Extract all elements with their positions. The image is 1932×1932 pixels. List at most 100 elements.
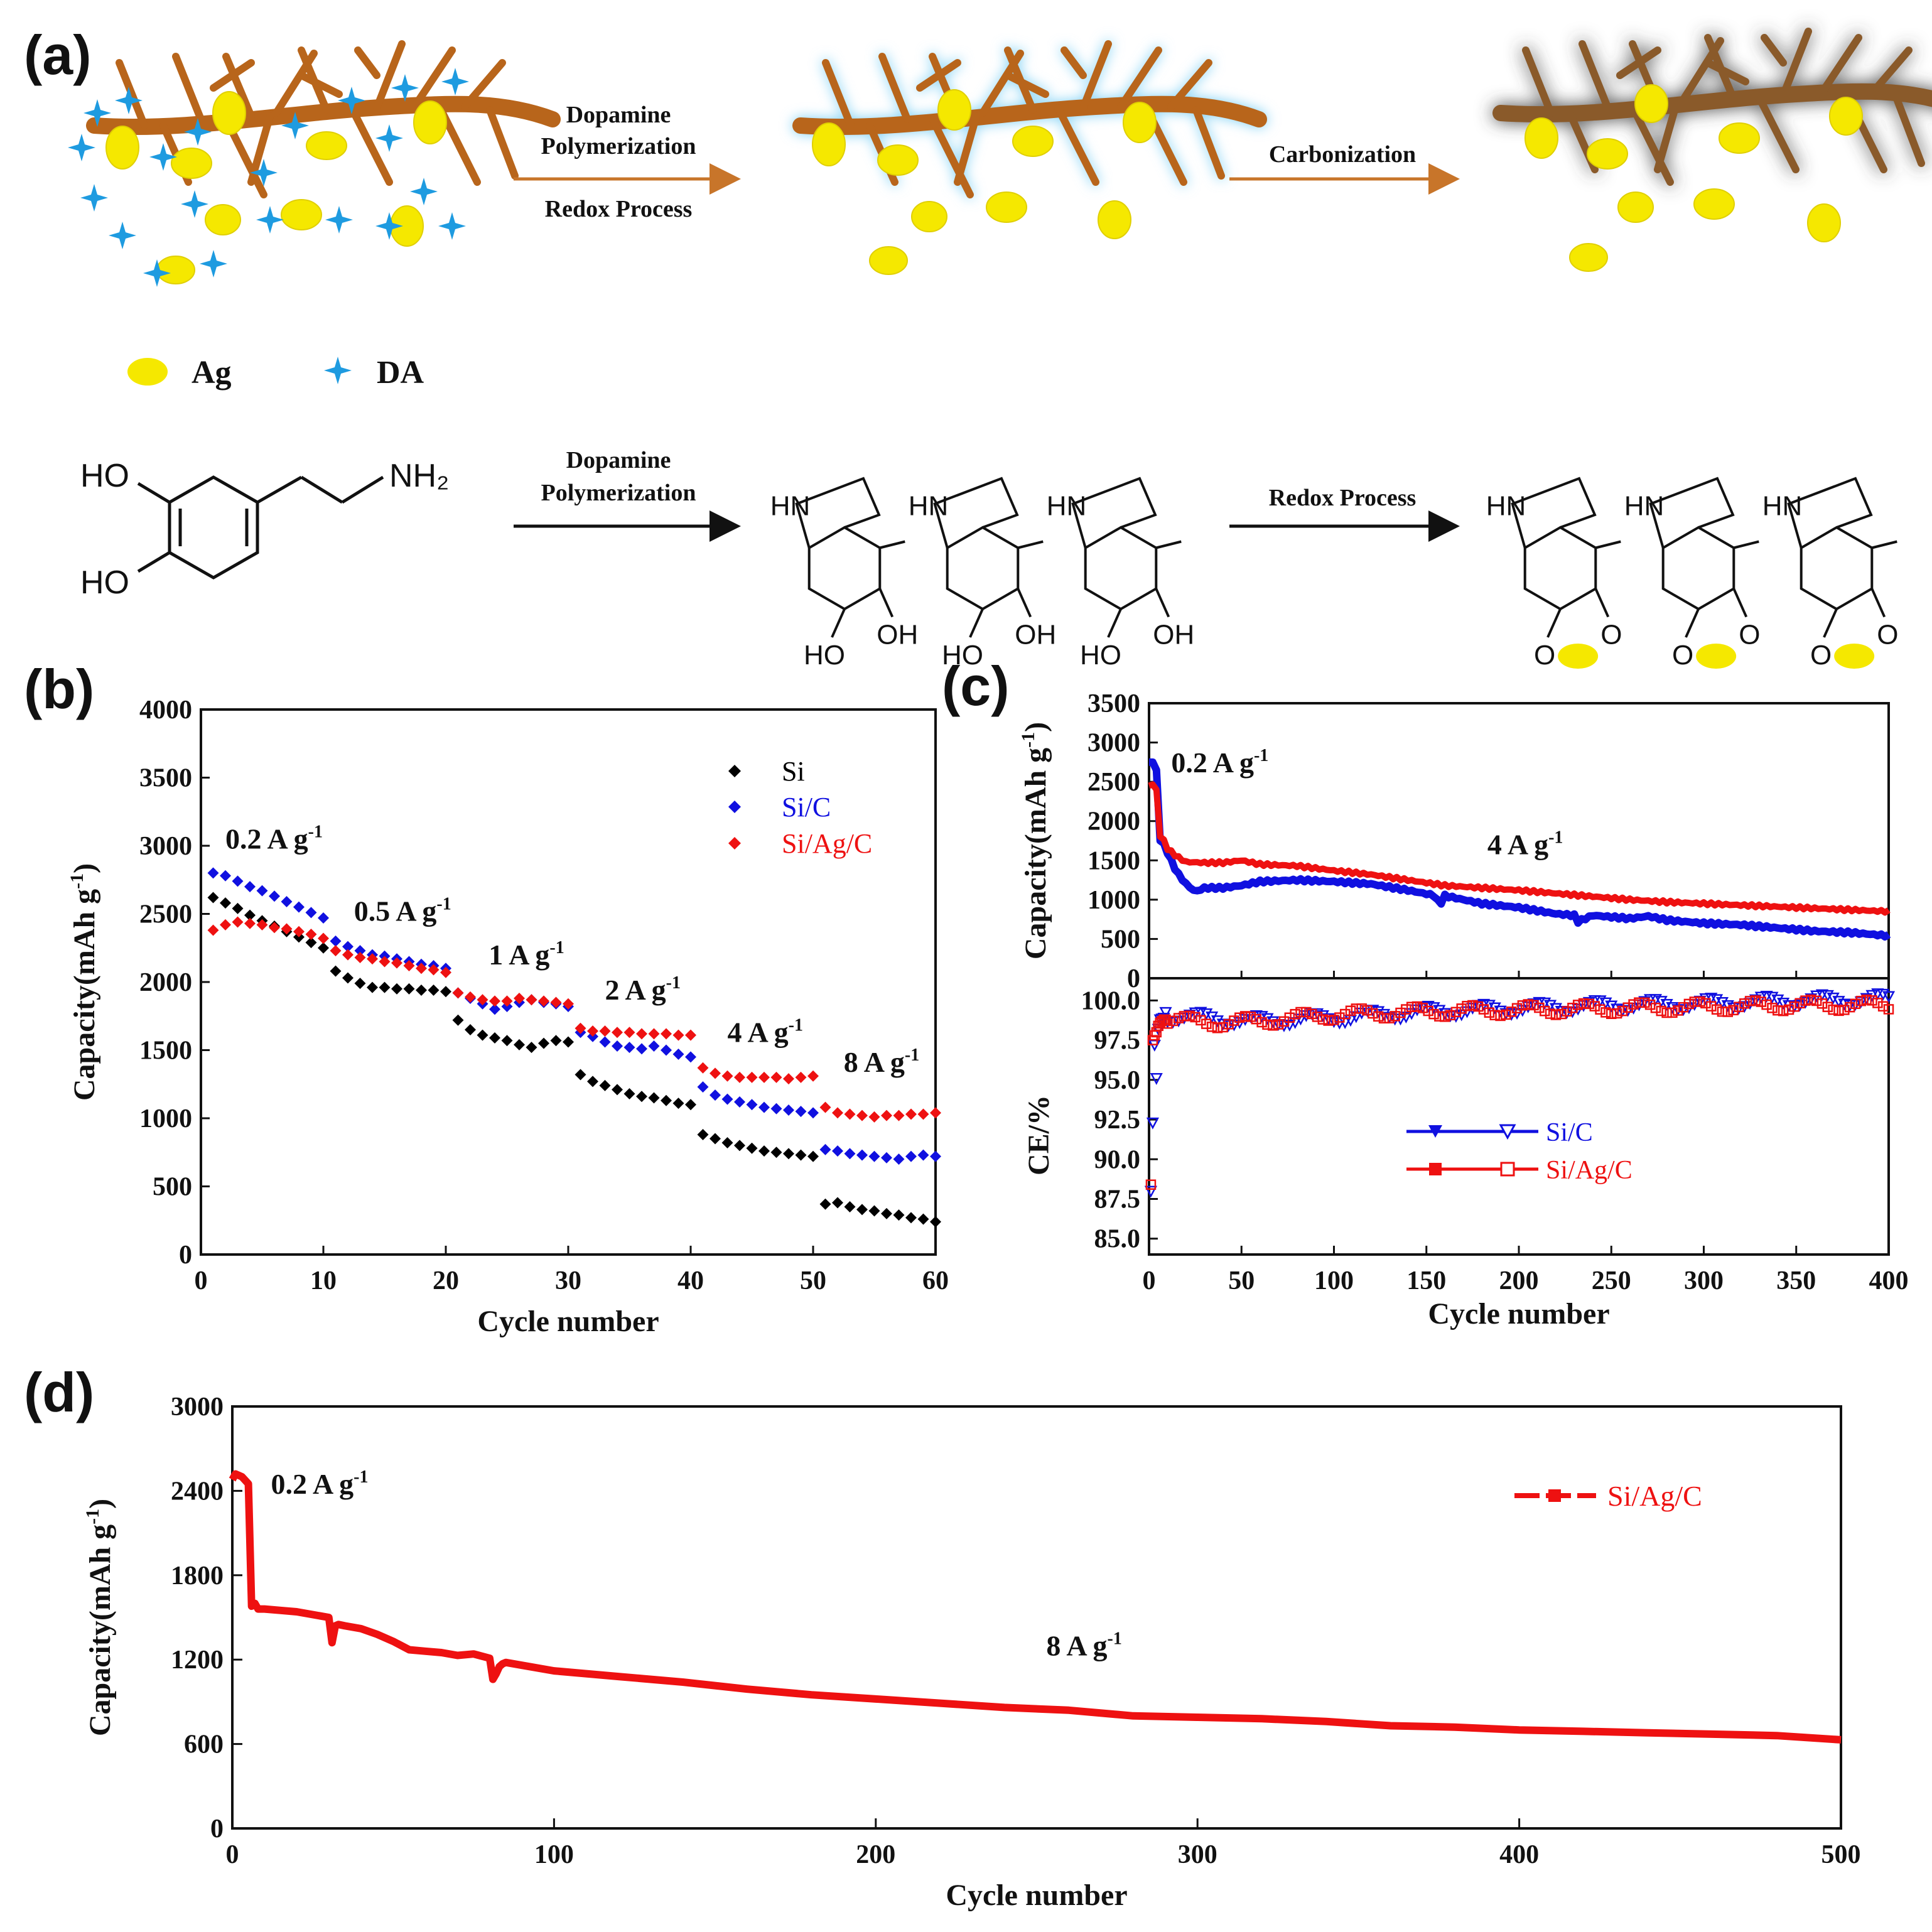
b-point-Si/Ag/C: [440, 966, 451, 978]
b-point-Si/Ag/C: [930, 1107, 941, 1119]
cb-legend-filled-Si/Ag/C: [1429, 1163, 1442, 1175]
cb-point-Si/C: [1150, 1073, 1163, 1085]
cb-point-Si/C: [1410, 1004, 1424, 1017]
cb-point-Si/Ag/C: [1539, 1005, 1550, 1017]
b-point-Si/Ag/C: [514, 993, 525, 1005]
b-point-Si/Ag/C: [868, 1111, 880, 1123]
cb-point-Si/Ag/C: [1739, 998, 1750, 1009]
cb-point-Si/Ag/C: [1778, 1005, 1789, 1017]
b-point-Si/Ag/C: [575, 1022, 586, 1034]
cb-point-Si/Ag/C: [1717, 1006, 1728, 1017]
b-xtick-label: 10: [310, 1266, 337, 1295]
ct-ytick-label: 0: [1127, 964, 1140, 993]
b-point-Si: [623, 1087, 635, 1099]
b-point-Si/Ag/C: [844, 1108, 856, 1120]
ag-bound-o0: [1558, 644, 1599, 669]
cb-point-Si/Ag/C: [1595, 1004, 1606, 1015]
cb-point-Si/Ag/C: [1317, 1014, 1329, 1025]
cb-point-Si/Ag/C: [1212, 1023, 1223, 1033]
cb-point-Si/Ag/C: [1622, 1002, 1634, 1013]
d-line-Si/Ag/C: [229, 1470, 1842, 1744]
ct-ytick-label: 1500: [1087, 846, 1140, 875]
o-label-b-o2: O: [1877, 620, 1898, 650]
cb-point-Si/Ag/C: [1295, 1006, 1306, 1018]
b-point-Si/Ag/C: [501, 995, 513, 1007]
oh-label-p1: OH: [1015, 620, 1056, 650]
oxidized-structure: HN O O HN O O HN O O: [1486, 477, 1899, 671]
cb-point-Si/Ag/C: [1816, 998, 1828, 1009]
b-point-Si: [207, 892, 219, 904]
cb-point-Si/Ag/C: [1517, 1000, 1528, 1011]
ag-bound-o2: [1834, 644, 1875, 669]
b-point-Si/Ag/C: [734, 1071, 745, 1083]
cb-point-Si/Ag/C: [1600, 1007, 1611, 1018]
ho-label-p0: HO: [804, 640, 845, 671]
b-point-Si: [881, 1207, 892, 1219]
cb-point-Si/Ag/C: [1861, 994, 1872, 1005]
b-point-Si/C: [856, 1149, 868, 1161]
b-point-Si: [477, 1029, 488, 1041]
cb-point-Si/C: [1621, 1005, 1634, 1017]
cb-point-Si/C: [1882, 991, 1896, 1003]
b-point-Si/C: [599, 1036, 611, 1048]
b-point-Si/C: [795, 1106, 807, 1118]
polydopamine-structure: HN HO OH HN HO OH HN HO OH: [770, 477, 1194, 671]
cb-point-Si/Ag/C: [1362, 1005, 1373, 1016]
link-o2: [1871, 540, 1897, 549]
b-point-Si/C: [281, 895, 293, 907]
cb-point-Si/Ag/C: [1206, 1022, 1217, 1032]
cb-point-Si/C: [1577, 1000, 1590, 1012]
b-point-Si/Ag/C: [807, 1070, 819, 1082]
cb-point-Si/Ag/C: [1628, 999, 1639, 1010]
b-point-Si/Ag/C: [795, 1071, 807, 1083]
cb-point-Si/C: [1322, 1013, 1335, 1025]
b-point-Si: [758, 1145, 770, 1157]
b-point-Si: [403, 983, 415, 995]
b-point-Si/C: [269, 890, 280, 902]
cb-point-Si/C: [1261, 1013, 1274, 1025]
panel-label-c: (c): [942, 655, 1010, 717]
b-point-Si: [587, 1076, 598, 1087]
cb-xtick-label: 200: [1499, 1266, 1539, 1295]
cb-point-Si/Ag/C: [1472, 1001, 1484, 1012]
b-xtick-label: 0: [195, 1266, 208, 1295]
ho-label-p1: HO: [942, 640, 983, 671]
cb-point-Si/C: [1200, 1008, 1213, 1020]
b-ytick-label: 0: [179, 1241, 192, 1270]
b-point-Si/C: [612, 1040, 623, 1052]
hn-label-p0: HN: [770, 491, 811, 522]
chem-step1-label-2: Polymerization: [541, 480, 696, 506]
cb-point-Si/Ag/C: [1439, 1012, 1450, 1022]
cb-point-Si/Ag/C: [1456, 1003, 1467, 1014]
cb-point-Si/Ag/C: [1368, 1008, 1378, 1019]
sub-b-p2: [1155, 588, 1170, 618]
ho-label-p2: HO: [1080, 640, 1121, 671]
b-point-Si: [648, 1092, 660, 1104]
b-point-Si/Ag/C: [917, 1108, 929, 1120]
b-ytick-label: 3000: [139, 832, 192, 861]
cb-point-Si/C: [1146, 1117, 1159, 1130]
b-point-Si: [893, 1209, 905, 1221]
b-point-Si: [379, 981, 391, 993]
cb-point-Si/Ag/C: [1495, 1010, 1506, 1022]
cb-point-Si/C: [1349, 1011, 1363, 1023]
cb-point-Si/Ag/C: [1334, 1012, 1345, 1023]
b-legend-marker-Si: [728, 765, 741, 777]
o-label-a-o0: O: [1534, 640, 1555, 671]
b-point-Si: [330, 965, 342, 977]
b-point-Si/Ag/C: [587, 1025, 598, 1037]
cb-xtick-label: 0: [1143, 1266, 1156, 1295]
d-xtick-label: 100: [534, 1840, 574, 1869]
cb-point-Si/Ag/C: [1201, 1018, 1212, 1029]
d-ytick-label: 1200: [171, 1646, 224, 1675]
b-point-Si/Ag/C: [599, 1025, 611, 1037]
b-point-Si: [832, 1197, 843, 1209]
ct-ytick-label: 500: [1101, 925, 1140, 954]
cb-point-Si/Ag/C: [1839, 1005, 1850, 1015]
b-point-Si/Ag/C: [893, 1109, 905, 1121]
cb-point-Si/Ag/C: [1756, 996, 1767, 1007]
b-annotation-2: 1 A g-1: [488, 938, 564, 971]
b-point-Si/C: [905, 1150, 917, 1162]
b-point-Si/C: [819, 1143, 831, 1155]
